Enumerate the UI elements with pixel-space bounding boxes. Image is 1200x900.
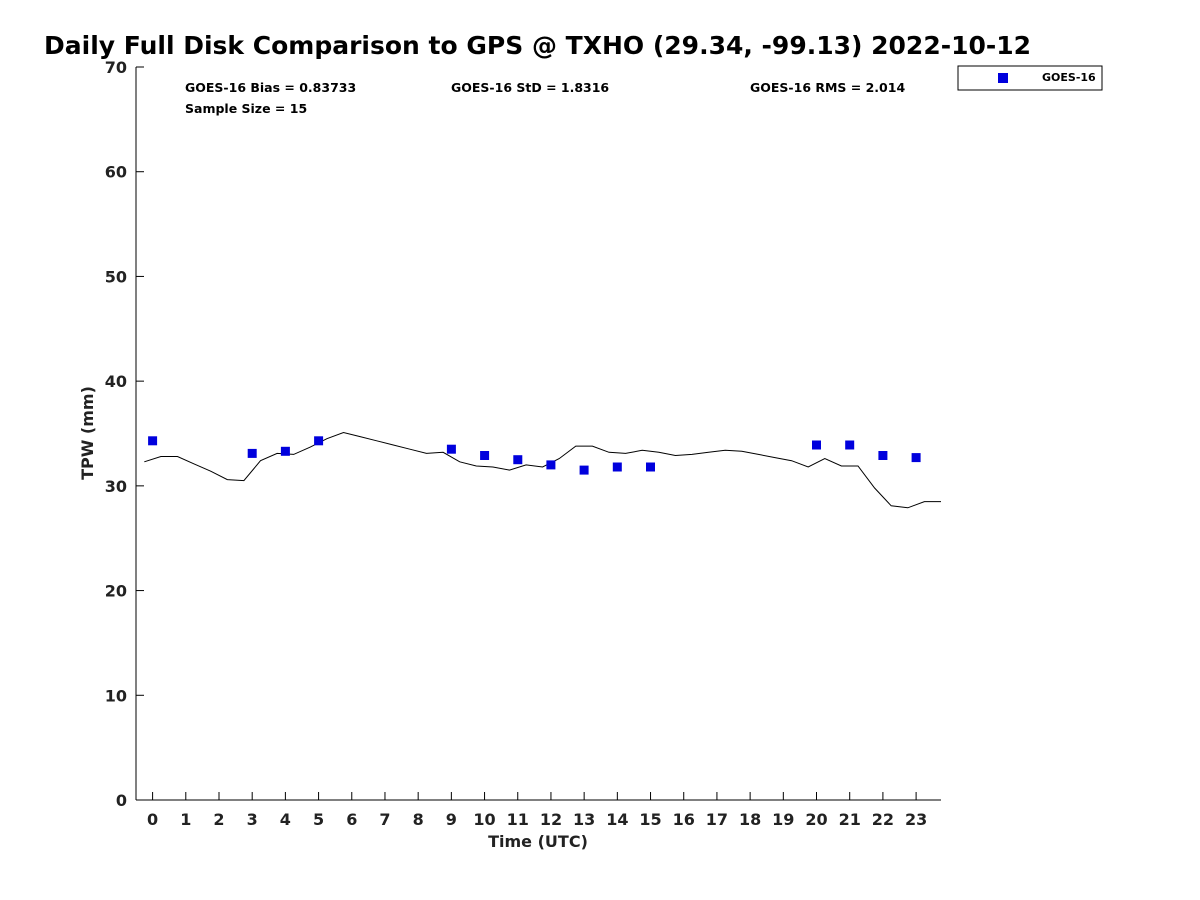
goes-16-point: [280, 446, 290, 456]
x-tick-label: 14: [606, 810, 628, 829]
x-tick-label: 12: [540, 810, 562, 829]
goes-16-points: [148, 436, 921, 475]
goes-16-point: [480, 451, 490, 460]
x-tick-label: 10: [473, 810, 495, 829]
y-tick-label: 30: [105, 477, 127, 496]
y-tick-label: 20: [105, 582, 127, 601]
goes-16-point: [446, 444, 456, 454]
x-tick-label: 3: [247, 810, 258, 829]
goes-16-point: [911, 453, 921, 463]
x-axis-label: Time (UTC): [488, 832, 588, 851]
y-ticks: 0 10 20 30 40 50 60 70: [105, 58, 144, 810]
stat-sample-size: Sample Size = 15: [185, 101, 307, 116]
y-tick-label: 50: [105, 267, 127, 286]
y-tick-label: 10: [105, 686, 127, 705]
y-axis-label: TPW (mm): [78, 386, 97, 480]
goes-16-point: [148, 436, 158, 446]
goes-16-point: [878, 451, 888, 460]
goes-16-point: [845, 440, 855, 450]
stat-std: GOES-16 StD = 1.8316: [451, 80, 609, 95]
stats-annotations: GOES-16 Bias = 0.83733 GOES-16 StD = 1.8…: [185, 80, 905, 116]
x-tick-label: 0: [147, 810, 158, 829]
x-tick-label: 4: [280, 810, 291, 829]
x-tick-label: 18: [739, 810, 761, 829]
stat-rms: GOES-16 RMS = 2.014: [750, 80, 905, 95]
x-tick-label: 8: [413, 810, 424, 829]
y-tick-label: 40: [105, 372, 127, 391]
legend-box: [957, 65, 1103, 91]
x-tick-label: 15: [639, 810, 661, 829]
x-tick-label: 1: [180, 810, 191, 829]
goes-16-point: [247, 448, 257, 458]
goes-16-point: [314, 436, 324, 446]
x-tick-label: 19: [772, 810, 794, 829]
x-tick-label: 20: [805, 810, 827, 829]
x-tick-label: 22: [872, 810, 894, 829]
x-tick-label: 11: [507, 810, 529, 829]
gps-line: [144, 431, 941, 509]
goes-16-point: [812, 440, 821, 450]
x-tick-label: 21: [839, 810, 861, 829]
x-tick-label: 9: [446, 810, 457, 829]
x-tick-label: 17: [706, 810, 728, 829]
legend-label-goes-16: GOES-16: [1042, 71, 1096, 84]
y-tick-label: 70: [105, 58, 127, 77]
x-ticks: 0 1 2 3 4 5 6 7 8 9 10 11 12 13 14 15 16 17 18 19 20 21 22 23: [147, 792, 927, 829]
x-tick-label: 13: [573, 810, 595, 829]
y-tick-label: 60: [105, 163, 127, 182]
x-tick-label: 5: [313, 810, 324, 829]
goes-16-point: [546, 460, 556, 470]
goes-16-point: [513, 455, 523, 465]
stat-bias: GOES-16 Bias = 0.83733: [185, 80, 356, 95]
goes-16-point: [579, 465, 589, 475]
goes-16-point: [612, 462, 622, 472]
legend-marker-goes-16: [998, 73, 1008, 83]
x-tick-label: 7: [379, 810, 390, 829]
x-tick-label: 23: [905, 810, 927, 829]
goes-16-point: [646, 462, 655, 472]
plot-marks: [144, 431, 941, 509]
legend: GOES-16: [957, 65, 1103, 91]
x-tick-label: 6: [346, 810, 357, 829]
axes: [135, 67, 941, 801]
x-tick-label: 2: [213, 810, 224, 829]
y-tick-label: 0: [116, 791, 127, 810]
x-tick-label: 16: [673, 810, 695, 829]
chart-title: Daily Full Disk Comparison to GPS @ TXHO…: [44, 31, 1031, 60]
